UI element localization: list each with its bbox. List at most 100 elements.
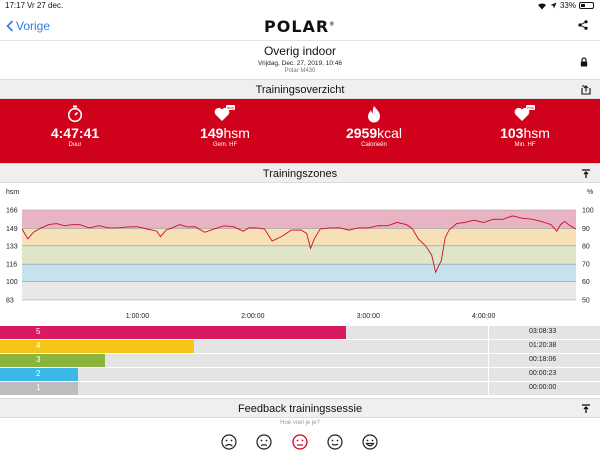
flame-icon: [368, 106, 380, 123]
session-title: Overig indoor: [263, 44, 337, 58]
session-device: Polar M430: [284, 68, 316, 74]
zone-number: 4: [36, 341, 41, 350]
stat-calories: 2959kcal Calorieën: [314, 105, 434, 148]
session-date: Vrijdag, Dec. 27, 2019, 10:46: [258, 60, 342, 67]
polar-logo: POLAR®: [264, 17, 336, 36]
wifi-icon: [537, 2, 546, 10]
happy-face-icon[interactable]: [327, 434, 343, 450]
location-icon: [550, 2, 557, 9]
zone-bar: [0, 326, 347, 339]
y-tick-label: 83: [6, 298, 14, 305]
collapse-icon[interactable]: [581, 404, 591, 414]
zone-band: [22, 281, 576, 300]
x-tick-label: 4:00:00: [472, 313, 495, 320]
stat-calories-value: 2959: [345, 125, 378, 141]
zone-bar: [0, 382, 78, 395]
stat-avg-hr-value: 149: [200, 125, 224, 141]
stat-duration-label: Duur: [68, 142, 82, 148]
zone-bar: [0, 354, 105, 367]
collapse-icon[interactable]: [581, 169, 591, 179]
nav-bar: Vorige POLAR®: [0, 12, 600, 40]
very-sad-face-icon[interactable]: [221, 434, 237, 450]
zone-number: 2: [36, 369, 41, 378]
stat-min-hr: min 103hsm Min. HF: [465, 105, 585, 148]
zone-bar: [0, 340, 194, 353]
battery-percent: 33%: [559, 1, 576, 10]
y-tick-label: 149: [6, 226, 18, 233]
x-tick-label: 1:00:00: [126, 313, 149, 320]
heart-rate-chart: 166 100 149 90 133 80 116 70 100 60 83 50 hsm% 1:00:0…: [0, 184, 600, 324]
session-header: Overig indoor Vrijdag, Dec. 27, 2019, 10…: [0, 40, 600, 78]
zone-time: 00:00:00: [529, 384, 557, 391]
stat-min-hr-value: 103: [500, 125, 524, 141]
y-tick-label: 166: [6, 208, 18, 215]
share-icon[interactable]: [578, 20, 588, 30]
y2-tick-label: 60: [582, 279, 590, 286]
zone-band: [22, 210, 576, 229]
y2-tick-label: 70: [582, 262, 590, 269]
summary-heading: Trainingsoverzicht: [255, 84, 345, 96]
chevron-left-icon: [6, 20, 14, 32]
zone-time: 00:00:23: [529, 370, 557, 377]
export-icon[interactable]: [581, 85, 591, 95]
feedback-heading-bar: Feedback trainingssessie: [0, 398, 600, 418]
y2-tick-label: 80: [582, 243, 590, 250]
feeling-selector: [0, 434, 600, 450]
y2-axis-label: %: [587, 189, 593, 196]
zone-row: 2 00:00:23: [0, 368, 600, 381]
svg-text:min: min: [527, 106, 534, 110]
heart-min-icon: min: [514, 105, 535, 121]
svg-text:avg: avg: [227, 106, 233, 110]
status-date: Vr 27 dec.: [27, 1, 64, 10]
sad-face-icon[interactable]: [256, 434, 272, 450]
stat-avg-hr: avg 149hsm Gem. HF: [165, 105, 285, 148]
training-summary: 4:47:41 Duur avg 149hsm Gem. HF 2959kcal…: [0, 99, 600, 163]
zone-row: 3 00:18:06: [0, 354, 600, 367]
summary-heading-bar: Trainingsoverzicht: [0, 79, 600, 99]
back-button[interactable]: Vorige: [6, 19, 50, 33]
zone-time: 00:18:06: [529, 356, 557, 363]
stat-calories-label: Calorieën: [361, 142, 387, 148]
lock-icon[interactable]: [580, 57, 588, 67]
zone-band: [22, 245, 576, 265]
stat-duration-value: 4:47:41: [50, 125, 100, 141]
heart-rate-line: [21, 215, 577, 274]
y2-tick-label: 50: [582, 298, 590, 305]
status-bar: 17:17 Vr 27 dec. 33%: [0, 0, 600, 12]
heart-rate-chart-svg: 166 100 149 90 133 80 116 70 100 60 83 50 hsm % 1:00:0…: [6, 189, 594, 320]
zones-heading-bar: Trainingszones: [0, 163, 600, 183]
zone-bar: [0, 368, 78, 381]
zone-time: 03:08:33: [529, 328, 557, 335]
stopwatch-icon: [67, 105, 83, 123]
back-label: Vorige: [16, 19, 51, 33]
y-axis-label: hsm: [6, 189, 19, 196]
x-tick-label: 2:00:00: [241, 313, 264, 320]
feedback-prompt: Hoe voel je je?: [280, 420, 320, 426]
zones-heading: Trainingszones: [262, 168, 338, 180]
x-tick-label: 3:00:00: [357, 313, 380, 320]
y-tick-label: 100: [6, 279, 18, 286]
zone-time-list: 5 03:08:33 4 01:20:38 3 00:18:06 2 00:00…: [0, 326, 600, 396]
zone-row: 1 00:00:00: [0, 382, 600, 395]
zone-row: 5 03:08:33: [0, 326, 600, 339]
zone-number: 3: [36, 355, 41, 364]
zone-band: [22, 228, 576, 246]
zone-band: [22, 264, 576, 282]
status-time: 17:17: [5, 1, 26, 10]
zone-number: 5: [36, 327, 41, 336]
very-happy-face-icon[interactable]: [362, 434, 378, 450]
stat-duration: 4:47:41 Duur: [15, 105, 135, 148]
heart-avg-icon: avg: [214, 105, 235, 121]
y-tick-label: 116: [6, 262, 17, 269]
zone-number: 1: [36, 383, 41, 392]
zone-time: 01:20:38: [529, 342, 557, 349]
y2-tick-label: 90: [582, 226, 590, 233]
stat-avg-hr-label: Gem. HF: [212, 142, 238, 148]
feedback-heading: Feedback trainingssessie: [237, 403, 363, 415]
neutral-face-icon[interactable]: [292, 434, 308, 450]
stat-min-hr-label: Min. HF: [514, 142, 536, 148]
y-tick-label: 133: [6, 243, 18, 250]
y2-tick-label: 100: [582, 208, 594, 215]
zone-row: 4 01:20:38: [0, 340, 600, 353]
battery-icon: [579, 2, 594, 9]
